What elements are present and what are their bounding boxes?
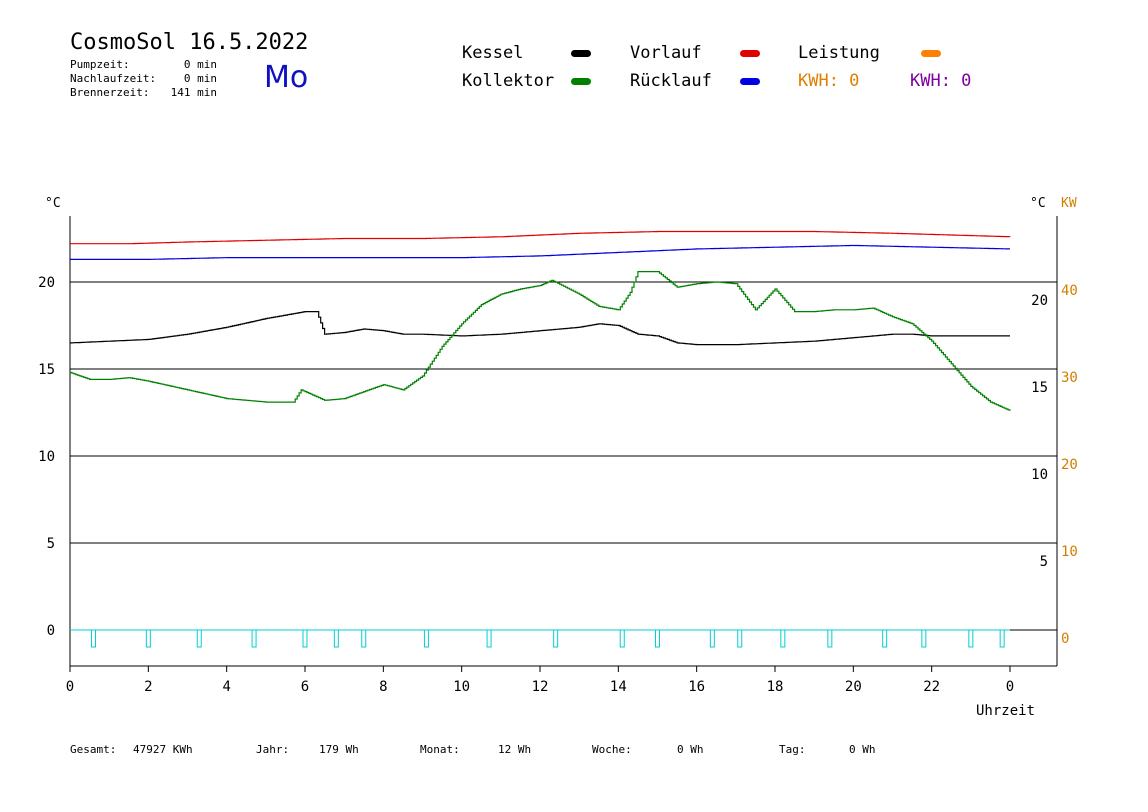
x-tick-label: 0: [1006, 679, 1014, 695]
legend-kwh-purple: KWH: 0: [910, 71, 972, 91]
pump-pulse: [737, 629, 743, 648]
series-line-vorlauf: [70, 230, 1011, 245]
legend-leistung-label: Leistung: [798, 43, 880, 63]
pump-pulse: [619, 629, 625, 648]
y-left-tick-label: 5: [47, 536, 55, 552]
chart-labels: 0 2 4 6 8 10 12 14 16 18 20 22 0 Uhrzeit 0 5 10 15 20 5 10 15…: [38, 196, 1078, 719]
nachlaufzeit-value: 0 min: [183, 72, 217, 85]
series-line-kessel: [70, 311, 1010, 346]
y-kw-tick-label: 30: [1061, 370, 1078, 386]
y-kw-tick-label: 20: [1061, 457, 1078, 473]
pump-pulse: [780, 629, 786, 648]
tag-value: 0 Wh: [849, 743, 876, 756]
pump-pulse: [196, 629, 202, 648]
pumpzeit-value: 0 min: [183, 58, 217, 71]
pump-pulse: [882, 629, 888, 648]
monat-label: Monat:: [420, 743, 460, 756]
y-left-unit: °C: [45, 196, 61, 211]
legend-kollektor-label: Kollektor: [462, 71, 555, 91]
y-right-tick-label: 5: [1040, 554, 1048, 570]
pump-pulse: [145, 629, 151, 648]
jahr-label: Jahr:: [256, 743, 290, 756]
brennerzeit-value: 141 min: [170, 86, 217, 99]
x-axis-label: Uhrzeit: [976, 703, 1035, 719]
monat-value: 12 Wh: [498, 743, 532, 756]
legend-leistung-swatch: [921, 50, 941, 57]
legend-kessel-swatch: [571, 50, 591, 57]
pump-pulse: [827, 629, 833, 648]
y-right-unit: °C: [1030, 196, 1046, 211]
pump-pulse: [251, 629, 257, 648]
pump-pulse: [91, 629, 96, 648]
x-tick-label: 8: [379, 679, 387, 695]
legend-ruecklauf-label: Rücklauf: [630, 71, 712, 91]
pump-pulse: [553, 629, 559, 648]
nachlaufzeit-label: Nachlaufzeit:: [70, 72, 157, 85]
x-tick-label: 16: [688, 679, 705, 695]
x-tick-label: 0: [66, 679, 74, 695]
y-left-tick-label: 20: [38, 275, 55, 291]
jahr-value: 179 Wh: [319, 743, 359, 756]
pump-pulse: [333, 629, 339, 648]
x-tick-label: 4: [222, 679, 230, 695]
legend-kollektor-swatch: [571, 78, 591, 85]
legend-ruecklauf-swatch: [740, 78, 760, 85]
y-right-tick-label: 15: [1031, 380, 1048, 396]
pump-pulse: [655, 629, 660, 648]
y-kw-tick-label: 10: [1061, 544, 1078, 560]
y-left-tick-label: 15: [38, 362, 55, 378]
pumpzeit-label: Pumpzeit:: [70, 58, 130, 71]
x-tick-label: 22: [923, 679, 940, 695]
y-kw-tick-label: 0: [1061, 631, 1069, 647]
legend-vorlauf-swatch: [740, 50, 760, 57]
woche-label: Woche:: [592, 743, 632, 756]
pump-pulse: [361, 629, 367, 648]
y-right-tick-label: 10: [1031, 467, 1048, 483]
gesamt-label: Gesamt:: [70, 743, 117, 756]
x-tick-label: 20: [845, 679, 862, 695]
weekday-label: Mo: [264, 60, 309, 95]
x-tick-label: 12: [532, 679, 549, 695]
series-line-rcklauf: [70, 244, 1010, 260]
pump-pulse: [302, 629, 308, 648]
tag-label: Tag:: [779, 743, 806, 756]
woche-value: 0 Wh: [677, 743, 704, 756]
chart-series: [70, 230, 1011, 411]
x-tick-label: 14: [610, 679, 627, 695]
pump-pulse: [968, 629, 974, 648]
pump-pulse: [921, 629, 927, 648]
pump-pulse: [423, 629, 429, 648]
pump-pulses: [70, 629, 1010, 648]
y-right-tick-label: 20: [1031, 293, 1048, 309]
legend-kessel-label: Kessel: [462, 43, 524, 63]
x-tick-label: 18: [767, 679, 784, 695]
chart-axes: [69, 216, 1058, 672]
legend-kwh-orange: KWH: 0: [798, 71, 860, 91]
y-kw-tick-label: 40: [1061, 283, 1078, 299]
pump-pulse: [999, 629, 1005, 648]
y-kw-unit: KW: [1061, 196, 1077, 211]
series-line-kollektor: [70, 271, 1011, 411]
gesamt-value: 47927 KWh: [133, 743, 193, 756]
pump-pulse: [709, 629, 715, 648]
x-tick-label: 10: [453, 679, 470, 695]
brennerzeit-label: Brennerzeit:: [70, 86, 150, 99]
x-tick-label: 6: [301, 679, 309, 695]
pump-pulse: [486, 629, 492, 648]
app-title: CosmoSol 16.5.2022: [70, 30, 309, 55]
x-tick-label: 2: [144, 679, 152, 695]
y-left-tick-label: 0: [47, 623, 55, 639]
legend-vorlauf-label: Vorlauf: [630, 43, 702, 63]
y-left-tick-label: 10: [38, 449, 55, 465]
